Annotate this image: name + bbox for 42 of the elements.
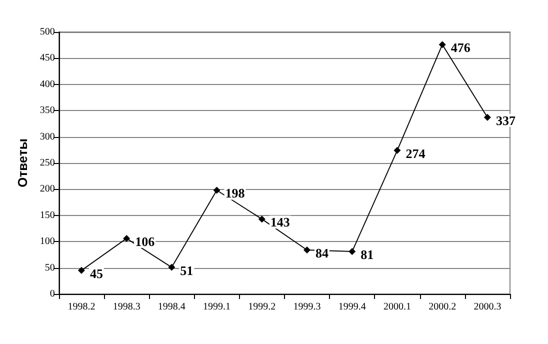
y-tick-label: 100 [40,236,55,248]
x-tick-label: 2000.1 [383,302,411,312]
point [78,266,85,274]
y-axis-title: Ответы [15,138,30,188]
x-tick-label: 1999.4 [338,302,366,312]
y-tick-label: 50 [44,262,55,274]
point [213,186,220,194]
data-label: 337 [496,112,516,128]
point [123,234,130,242]
data-label: 51 [180,262,194,278]
y-tick-label: 450 [40,52,55,64]
point [438,41,446,48]
data-label: 198 [225,186,246,201]
x-tick-label: 2000.3 [474,302,502,312]
x-tick-label: 1999.1 [203,302,231,312]
y-tick-label: 500 [40,26,55,38]
y-tick-label: 150 [40,210,55,221]
point [304,246,311,254]
y-tick-label: 250 [40,158,55,168]
x-tick-label: 1998.3 [112,302,140,312]
data-label: 84 [316,245,330,260]
point [484,114,491,121]
x-tick-label: 2000.2 [428,302,456,312]
y-tick-label: 350 [40,105,55,116]
data-label: 476 [450,40,471,56]
point [348,248,356,256]
data-label: 81 [360,247,374,262]
data-label: 274 [406,146,426,161]
point [394,146,401,154]
y-tick-label: 300 [40,131,55,142]
point [258,216,266,223]
y-tick-label: 200 [40,184,55,195]
point [168,264,176,271]
y-tick-label: 400 [40,78,55,90]
x-tick-label: 1998.2 [68,302,96,312]
y-tick-label: 0 [50,288,55,300]
data-label: 143 [270,214,290,230]
data-label: 106 [135,234,156,249]
x-tick-label: 1998.4 [158,302,186,312]
data-label: 45 [90,266,104,281]
x-tick-label: 1999.2 [248,302,276,312]
x-tick-label: 1999.3 [293,302,321,312]
